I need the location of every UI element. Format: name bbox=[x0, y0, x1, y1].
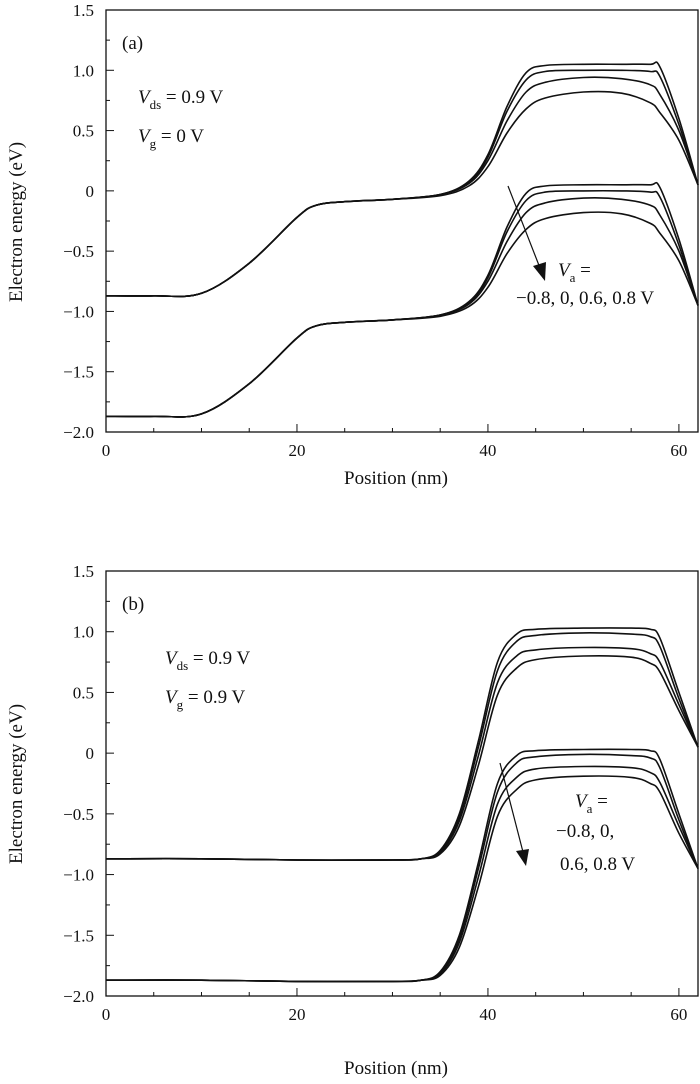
x-tick-label: 20 bbox=[288, 1005, 305, 1024]
vds-value: = 0.9 V bbox=[161, 87, 223, 108]
x-axis-label: Position (nm) bbox=[344, 1058, 448, 1079]
panel-a: 0 20 40 60 1.5 1.0 0.5 0 −0.5 −1.0 −1.5 −2.0 (a) Po… bbox=[6, 1, 699, 489]
va-values-line-1: −0.8, 0, bbox=[556, 821, 614, 842]
y-tick-label: −1.5 bbox=[63, 926, 94, 945]
va-equals: = bbox=[575, 260, 590, 281]
va-arrowhead bbox=[533, 262, 546, 281]
y-tick-label: −2.0 bbox=[63, 423, 94, 442]
va-equals: = bbox=[592, 791, 607, 812]
vg-value: = 0 V bbox=[156, 126, 204, 147]
vds-subscript: ds bbox=[150, 97, 162, 112]
va-values-line-1: −0.8, 0, 0.6, 0.8 V bbox=[516, 288, 654, 309]
axis-ticks: 0 20 40 60 1.5 1.0 0.5 0 −0.5 −1.0 −1.5 −2.0 bbox=[63, 562, 687, 1024]
vg-subscript: g bbox=[177, 697, 184, 712]
x-tick-label: 60 bbox=[670, 1005, 687, 1024]
vg-symbol: V bbox=[165, 687, 179, 708]
y-tick-label: 0 bbox=[86, 744, 95, 763]
upper-band-curve bbox=[105, 90, 699, 298]
x-tick-label: 60 bbox=[670, 441, 687, 460]
panel-label: (a) bbox=[122, 33, 143, 54]
va-arrowhead bbox=[516, 849, 529, 866]
x-axis-label: Position (nm) bbox=[344, 468, 448, 489]
vg-annotation: Vg = 0.9 V bbox=[165, 687, 245, 712]
va-values-line-2: 0.6, 0.8 V bbox=[560, 854, 635, 875]
x-tick-label: 0 bbox=[102, 441, 111, 460]
vds-value: = 0.9 V bbox=[188, 648, 250, 669]
vds-annotation: Vds = 0.9 V bbox=[138, 87, 224, 112]
y-axis-label: Electron energy (eV) bbox=[6, 704, 27, 864]
x-tick-label: 40 bbox=[479, 441, 496, 460]
va-annotation: Va = bbox=[558, 260, 591, 285]
va-symbol: V bbox=[575, 791, 589, 812]
vg-symbol: V bbox=[138, 126, 152, 147]
panel-label: (b) bbox=[122, 594, 144, 615]
y-tick-label: −0.5 bbox=[63, 242, 94, 261]
y-tick-label: 0.5 bbox=[73, 122, 94, 141]
lower-band-curve bbox=[105, 211, 699, 418]
y-tick-label: −1.5 bbox=[63, 363, 94, 382]
va-symbol: V bbox=[558, 260, 572, 281]
y-tick-label: 0 bbox=[86, 182, 95, 201]
y-tick-label: 1.5 bbox=[73, 1, 94, 20]
energy-curves bbox=[105, 61, 699, 418]
va-subscript: a bbox=[570, 270, 576, 285]
vds-symbol: V bbox=[165, 648, 179, 669]
panel-b: 0 20 40 60 1.5 1.0 0.5 0 −0.5 −1.0 −1.5 −2.0 (b) Po… bbox=[6, 562, 699, 1079]
y-tick-label: 1.0 bbox=[73, 61, 94, 80]
va-arrow-shaft bbox=[499, 762, 524, 853]
x-tick-label: 40 bbox=[479, 1005, 496, 1024]
y-tick-label: −1.0 bbox=[63, 302, 94, 321]
lower-band-curve bbox=[105, 775, 699, 983]
x-tick-label: 20 bbox=[288, 441, 305, 460]
axis-ticks: 0 20 40 60 1.5 1.0 0.5 0 −0.5 −1.0 −1.5 −2.0 bbox=[63, 1, 687, 460]
y-tick-label: 1.0 bbox=[73, 623, 94, 642]
x-tick-label: 0 bbox=[102, 1005, 111, 1024]
va-arrow-shaft bbox=[507, 185, 541, 269]
vds-subscript: ds bbox=[177, 658, 189, 673]
y-tick-label: −1.0 bbox=[63, 866, 94, 885]
y-tick-label: −0.5 bbox=[63, 805, 94, 824]
plot-frame bbox=[105, 570, 699, 997]
energy-curves bbox=[105, 627, 699, 983]
va-subscript: a bbox=[587, 801, 593, 816]
y-tick-label: 1.5 bbox=[73, 562, 94, 581]
plot-frame bbox=[105, 9, 699, 433]
va-annotation: Va = bbox=[575, 791, 608, 816]
y-tick-label: −2.0 bbox=[63, 987, 94, 1006]
y-tick-label: 0.5 bbox=[73, 683, 94, 702]
vg-annotation: Vg = 0 V bbox=[138, 126, 204, 151]
vds-annotation: Vds = 0.9 V bbox=[165, 648, 251, 673]
vg-value: = 0.9 V bbox=[183, 687, 245, 708]
vg-subscript: g bbox=[150, 136, 157, 151]
y-axis-label: Electron energy (eV) bbox=[6, 142, 27, 302]
vds-symbol: V bbox=[138, 87, 152, 108]
upper-band-curve bbox=[105, 655, 699, 861]
upper-band-curve bbox=[105, 76, 699, 298]
